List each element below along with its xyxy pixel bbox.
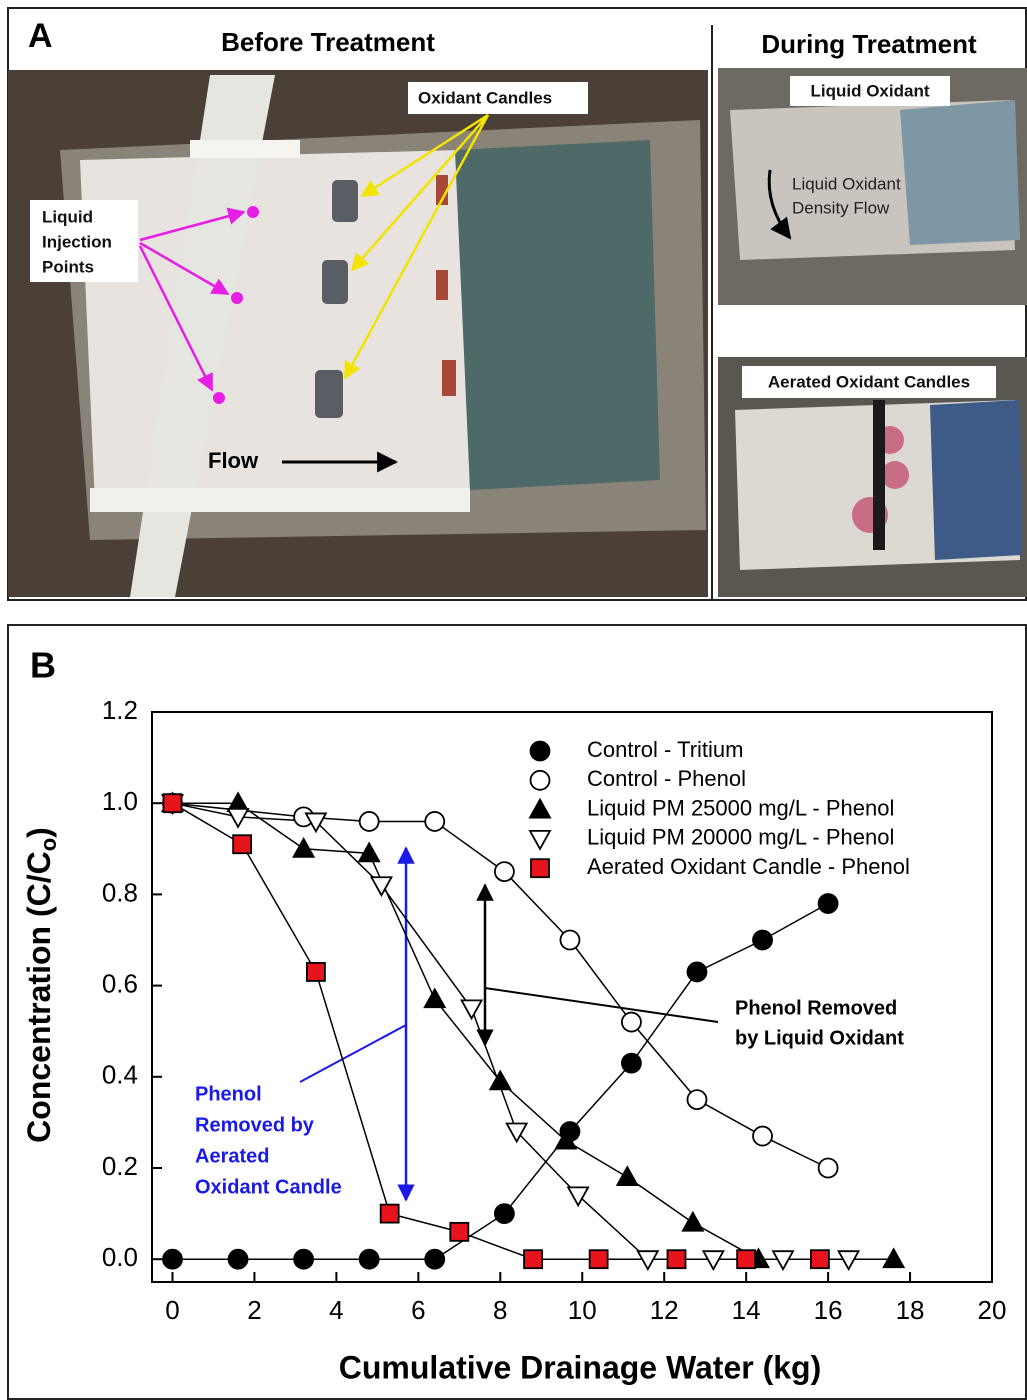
marker: [294, 1250, 313, 1269]
marker: [667, 1250, 685, 1268]
injection-point: [247, 206, 259, 218]
marker: [381, 1205, 399, 1223]
marker: [163, 794, 181, 812]
x-tick-label: 18: [896, 1295, 925, 1325]
panel-title: Before Treatment: [221, 27, 435, 57]
marker: [495, 1204, 514, 1223]
legend-marker: [531, 742, 550, 761]
x-tick-label: 4: [329, 1295, 343, 1325]
marker: [524, 1250, 542, 1268]
marker: [687, 962, 706, 981]
x-tick-label: 0: [165, 1295, 179, 1325]
photo-stain: [881, 461, 909, 489]
figure: A Before Treatment During Treatment Liqu…: [0, 0, 1027, 1400]
x-tick-label: 20: [978, 1295, 1007, 1325]
y-axis-label-main: Concentration (C/C: [21, 851, 57, 1143]
annotation-text: Aerated: [195, 1145, 269, 1167]
x-tick-label: 2: [247, 1295, 261, 1325]
photo-candle: [332, 180, 358, 222]
legend-marker: [531, 859, 549, 877]
y-tick-label: 0.0: [102, 1242, 138, 1272]
marker: [360, 812, 379, 831]
callout-text: Points: [42, 257, 94, 276]
marker: [425, 1250, 444, 1269]
marker: [163, 1250, 182, 1269]
marker: [819, 894, 838, 913]
y-tick-label: 1.2: [102, 695, 138, 725]
x-tick-label: 16: [814, 1295, 843, 1325]
y-tick-label: 0.6: [102, 968, 138, 998]
legend-label: Control - Tritium: [587, 737, 743, 762]
x-tick-label: 6: [411, 1295, 425, 1325]
flow-label: Flow: [208, 448, 259, 473]
callout-text: Liquid Oxidant: [811, 81, 930, 100]
marker: [687, 1090, 706, 1109]
callout-text: Aerated Oxidant Candles: [768, 372, 970, 391]
marker: [560, 931, 579, 950]
injection-point: [213, 392, 225, 404]
x-tick-label: 12: [650, 1295, 679, 1325]
annotation-text: by Liquid Oxidant: [735, 1027, 904, 1049]
marker: [819, 1159, 838, 1178]
y-axis-label-close: ): [21, 827, 57, 838]
y-tick-label: 0.4: [102, 1060, 138, 1090]
marker: [495, 862, 514, 881]
legend-marker: [531, 771, 550, 790]
panel-label: B: [30, 645, 56, 686]
panel-title: During Treatment: [761, 29, 977, 59]
annotation-text: Removed by: [195, 1114, 315, 1136]
y-axis-label: Concentration (C/Co): [21, 827, 60, 1143]
marker: [360, 1250, 379, 1269]
callout-text: Injection: [42, 232, 112, 251]
photo-tape: [190, 140, 300, 158]
y-tick-label: 0.8: [102, 877, 138, 907]
photo-tape: [90, 488, 470, 512]
annotation-text: Phenol Removed: [735, 997, 897, 1019]
panel-label: A: [28, 17, 53, 55]
marker: [590, 1250, 608, 1268]
marker: [229, 1250, 248, 1269]
x-tick-label: 14: [732, 1295, 761, 1325]
legend-label: Aerated Oxidant Candle - Phenol: [587, 854, 910, 879]
legend-label: Liquid PM 20000 mg/L - Phenol: [587, 825, 894, 850]
injection-point: [231, 292, 243, 304]
y-tick-label: 0.2: [102, 1151, 138, 1181]
callout-text: Oxidant Candles: [418, 88, 552, 107]
x-axis-label: Cumulative Drainage Water (kg): [339, 1349, 821, 1385]
photo-candle: [873, 400, 885, 550]
legend-label: Liquid PM 25000 mg/L - Phenol: [587, 795, 894, 820]
photo-candle: [322, 260, 348, 304]
annotation-text: Oxidant Candle: [195, 1176, 342, 1198]
photo-port: [442, 360, 456, 396]
photo-text: Liquid Oxidant: [792, 174, 901, 193]
panel-a: A Before Treatment During Treatment Liqu…: [8, 8, 1027, 600]
y-tick-label: 1.0: [102, 786, 138, 816]
x-tick-label: 10: [568, 1295, 597, 1325]
x-tick-label: 8: [493, 1295, 507, 1325]
marker: [425, 812, 444, 831]
marker: [622, 1054, 641, 1073]
marker: [737, 1250, 755, 1268]
marker: [753, 1127, 772, 1146]
callout-text: Liquid: [42, 207, 93, 226]
photo-port: [436, 270, 448, 300]
photo-text: Density Flow: [792, 198, 890, 217]
marker: [811, 1250, 829, 1268]
figure-canvas: A Before Treatment During Treatment Liqu…: [0, 0, 1027, 1400]
legend-label: Control - Phenol: [587, 766, 746, 791]
marker: [233, 835, 251, 853]
y-axis-label-sub: o: [36, 838, 61, 851]
annotation-text: Phenol: [195, 1083, 262, 1105]
marker: [753, 931, 772, 950]
marker: [307, 963, 325, 981]
photo-media: [900, 100, 1020, 245]
marker: [450, 1223, 468, 1241]
photo-media: [930, 400, 1022, 560]
photo-candle: [315, 370, 343, 418]
photo-media: [455, 140, 660, 490]
marker: [622, 1013, 641, 1032]
